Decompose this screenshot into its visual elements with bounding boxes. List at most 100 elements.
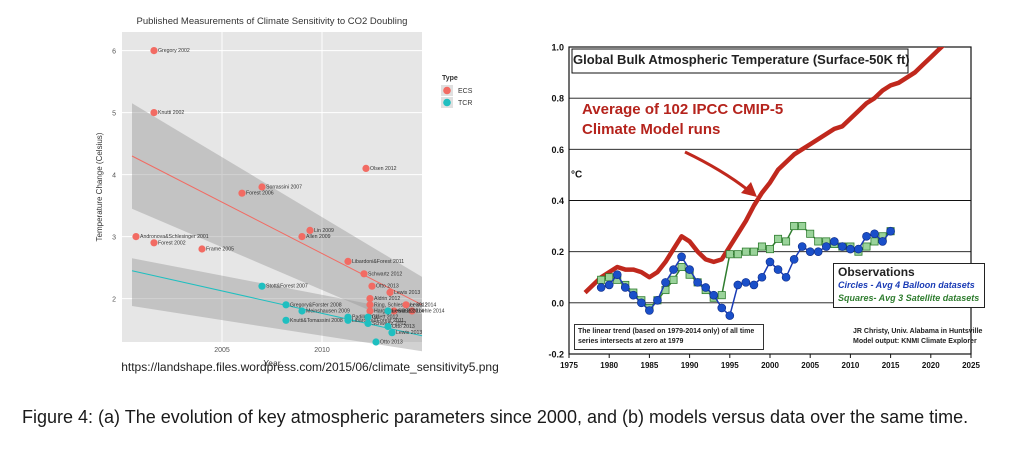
x-tick-label: 2000	[761, 361, 779, 370]
legend-title: Type	[442, 75, 458, 82]
y-tick-label: 4	[112, 173, 116, 180]
point-label: Gregory 2002	[158, 48, 190, 54]
legend-squares-entry: Squares- Avg 3 Satellite datasets	[838, 293, 980, 303]
ecs-point	[366, 295, 374, 303]
point-label: Lewis 2013	[392, 309, 418, 315]
balloon-point	[830, 237, 839, 246]
satellite-point	[870, 237, 879, 246]
ecs-point	[298, 233, 306, 241]
satellite-point	[725, 250, 734, 259]
plot-data	[583, 47, 945, 320]
tcr-point	[364, 313, 372, 321]
point-label: Otto 2013	[376, 284, 399, 290]
y-axis-label: Temperature Change (Celsius)	[95, 132, 104, 241]
x-tick-label: 2005	[801, 361, 819, 370]
balloon-point	[604, 280, 614, 290]
legend-key-tcr	[443, 98, 451, 107]
ecs-point	[366, 307, 374, 315]
balloon-point	[709, 290, 719, 300]
ecs-point	[368, 282, 376, 290]
linear-trend-note: The linear trend (based on 1979-2014 onl…	[574, 324, 764, 350]
tcr-trend-line	[131, 270, 423, 337]
point-label: Meinshausen 2009	[306, 309, 350, 315]
ecs-point	[386, 288, 394, 296]
y-tick-label: 0.6	[551, 145, 564, 155]
satellite-point	[782, 237, 791, 246]
tcr-point	[298, 307, 306, 315]
legend-label: TCR	[458, 100, 472, 107]
ecs-point	[150, 109, 158, 117]
x-axis-label: Year	[263, 358, 280, 367]
x-tick-label: 2010	[314, 347, 330, 354]
balloon-point	[789, 255, 799, 264]
tcr-point	[384, 322, 392, 331]
satellite-point	[757, 242, 766, 251]
ecs-point	[198, 245, 206, 253]
point-label: Andronova&Schlesinger 2001	[140, 234, 209, 240]
right-chart-title: Global Bulk Atmospheric Temperature (Sur…	[573, 52, 910, 67]
y-tick-label: -0.2	[548, 350, 564, 360]
point-label: Libardoni&Forest 2011	[352, 318, 404, 324]
tcr-point	[388, 329, 396, 337]
tcr-point	[384, 307, 392, 315]
satellite-point	[798, 222, 807, 231]
ecs-confidence-band	[132, 103, 422, 333]
plot-panel	[122, 32, 422, 342]
point-label: Frame 2005	[206, 247, 234, 253]
balloon-point	[677, 252, 686, 262]
point-label: Lewis 2013	[394, 290, 420, 296]
x-tick-label: 2015	[882, 361, 900, 370]
tcr-point	[372, 338, 380, 346]
ecs-point	[150, 47, 158, 55]
point-label: Libardoni&Forest 2011	[352, 259, 404, 265]
satellite-point	[741, 247, 750, 256]
balloon-point	[612, 270, 622, 279]
ecs-point	[362, 164, 370, 172]
balloon-point	[805, 247, 815, 256]
point-label: Hargreaves 2012	[374, 309, 414, 315]
ecs-point	[150, 239, 158, 247]
credit-line: Model output: KNMI Climate Explorer	[853, 338, 977, 345]
tcr-point	[282, 301, 290, 309]
point-label: Lin 2009	[314, 228, 334, 234]
satellite-point	[717, 291, 726, 300]
y-tick-label: 0.4	[551, 196, 564, 206]
point-label: Gregory&Forster 2008	[290, 302, 342, 308]
chart-credit: JR Christy, Univ. Alabama in Huntsville …	[853, 327, 993, 347]
ecs-point	[132, 233, 140, 241]
point-label: Skeie 2014	[398, 309, 424, 315]
tcr-confidence-band	[132, 258, 422, 352]
balloon-point	[717, 303, 727, 313]
tcr-point	[344, 316, 352, 324]
satellite-point	[605, 273, 614, 282]
satellite-point	[862, 242, 871, 251]
point-label: Stott&Forest 2007	[266, 284, 308, 290]
balloon-point	[765, 257, 775, 267]
satellite-point	[790, 222, 799, 231]
x-tick-label: 2010	[842, 361, 860, 370]
balloon-point	[846, 244, 855, 254]
observations-legend-title: Observations	[838, 265, 915, 279]
y-tick-label: 3	[112, 235, 116, 242]
legend-key-ecs	[443, 86, 451, 95]
climate-sensitivity-chart: 2 3 4 5 6 2005 2010 Gregory 2002 Knutti 2002 Andr…	[95, 16, 473, 367]
point-label: Lewis 2014	[410, 302, 436, 308]
satellite-point	[806, 229, 815, 238]
balloon-point	[685, 265, 694, 274]
point-label: Olsen 2012	[370, 166, 397, 172]
point-label: Otto 2013	[392, 324, 415, 330]
tcr-point	[364, 319, 372, 327]
annotation-arrowhead	[741, 182, 757, 197]
balloon-point	[620, 283, 630, 292]
model-annotation: Average of 102 IPCC CMIP-5 Climate Model…	[582, 101, 784, 138]
source-url: https://landshape.files.wordpress.com/20…	[121, 360, 499, 374]
point-label: Knutti&Tomassini 2008	[290, 318, 343, 324]
x-tick-label: 1980	[600, 361, 618, 370]
ecs-point	[408, 307, 416, 315]
x-tick-label: 1990	[681, 361, 699, 370]
balloon-point	[757, 272, 767, 282]
balloon-point	[878, 237, 887, 246]
point-label: Gillett 2012	[372, 315, 398, 321]
satellite-point	[749, 247, 758, 256]
point-label: Lewis 2013	[396, 330, 422, 336]
